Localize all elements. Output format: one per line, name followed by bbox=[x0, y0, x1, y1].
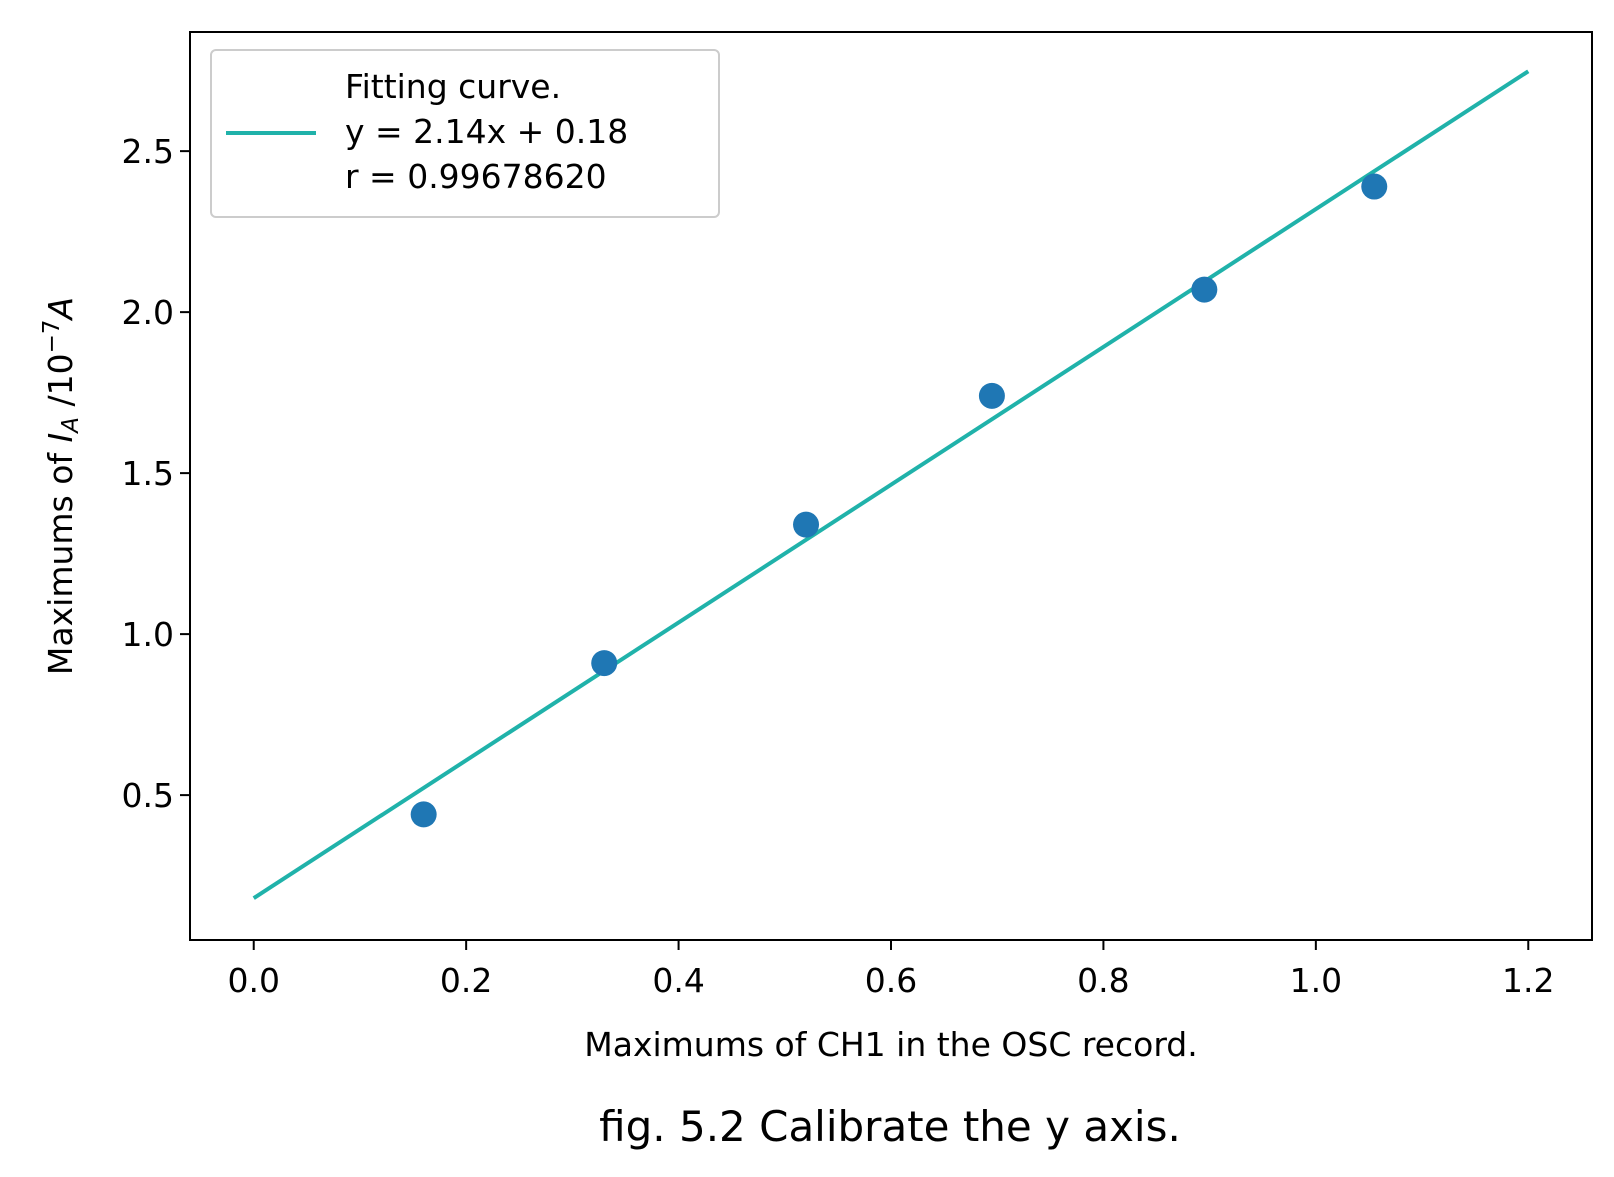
fit-line bbox=[252, 69, 1530, 900]
y-axis-label-subscript: A bbox=[58, 417, 84, 435]
data-point-5 bbox=[1191, 276, 1218, 303]
y-axis-label-unit-base: /10 bbox=[41, 353, 80, 417]
data-point-4 bbox=[978, 382, 1005, 409]
legend-box bbox=[210, 49, 720, 218]
y-axis-label-symbol: I bbox=[41, 433, 80, 443]
legend: Fitting curve. y = 2.14x + 0.18 r = 0.99… bbox=[210, 49, 720, 218]
x-tick-label: 1.0 bbox=[1290, 961, 1342, 1000]
y-axis-label-exponent: −7 bbox=[39, 320, 65, 354]
data-point-2 bbox=[591, 650, 618, 677]
y-axis-label-unit-symbol: A bbox=[41, 297, 80, 322]
y-tick-label: 2.0 bbox=[122, 293, 174, 332]
y-tick-label: 1.0 bbox=[122, 615, 174, 654]
legend-entry-line-3: r = 0.99678620 bbox=[345, 157, 607, 196]
data-point-1 bbox=[410, 801, 437, 828]
legend-entry-line-1: Fitting curve. bbox=[345, 67, 561, 106]
plot-content bbox=[252, 69, 1530, 900]
y-tick-label: 1.5 bbox=[122, 454, 174, 493]
x-tick-label: 0.8 bbox=[1077, 961, 1129, 1000]
x-tick-label: 0.6 bbox=[865, 961, 917, 1000]
x-tick-label: 0.2 bbox=[440, 961, 492, 1000]
y-axis-ticks: 0.5 1.0 1.5 2.0 2.5 bbox=[122, 132, 190, 815]
y-axis-label-prefix: Maximums of bbox=[41, 442, 80, 675]
figure-caption: fig. 5.2 Calibrate the y axis. bbox=[599, 1102, 1181, 1151]
x-axis-ticks: 0.0 0.2 0.4 0.6 0.8 1.0 1.2 bbox=[227, 940, 1555, 1000]
y-tick-label: 2.5 bbox=[122, 132, 174, 171]
data-point-6 bbox=[1361, 173, 1388, 200]
y-tick-label: 0.5 bbox=[122, 776, 174, 815]
legend-entry-line-2: y = 2.14x + 0.18 bbox=[345, 112, 628, 151]
x-axis-label: Maximums of CH1 in the OSC record. bbox=[584, 1025, 1198, 1064]
x-tick-label: 0.0 bbox=[227, 961, 279, 1000]
y-axis-label: Maximums of IA /10−7A bbox=[39, 297, 84, 675]
data-point-3 bbox=[793, 511, 820, 538]
x-tick-label: 1.2 bbox=[1502, 961, 1554, 1000]
x-tick-label: 0.4 bbox=[652, 961, 704, 1000]
